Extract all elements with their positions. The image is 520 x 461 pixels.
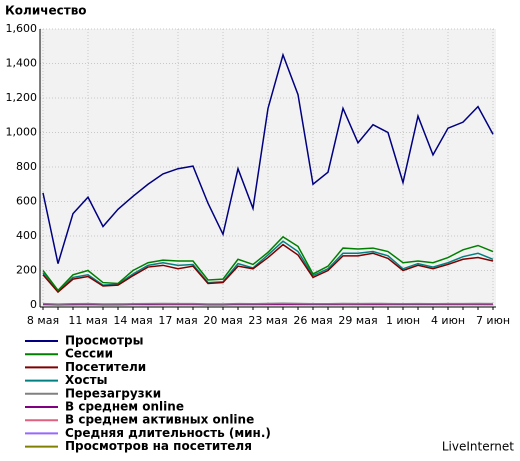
y-tick-label: 1,400 (6, 57, 38, 70)
chart-title: Количество (5, 4, 87, 18)
x-tick-label: 14 мая (113, 314, 152, 327)
y-tick-label: 1,000 (6, 126, 38, 139)
watermark: LiveInternet (442, 440, 514, 454)
legend-label: Сессии (65, 347, 113, 361)
y-tick-label: 800 (16, 160, 37, 173)
legend-label: Просмотры (65, 334, 143, 348)
x-tick-label: 23 мая (248, 314, 287, 327)
x-tick-label: 20 мая (203, 314, 242, 327)
legend-label: Хосты (65, 373, 107, 387)
legend-label: Посетители (65, 360, 146, 374)
y-tick-label: 200 (16, 264, 37, 277)
x-tick-label: 26 мая (293, 314, 332, 327)
y-tick-label: 1,600 (6, 22, 38, 35)
legend-label: В среднем online (65, 400, 184, 414)
y-tick-label: 1,200 (6, 91, 38, 104)
x-tick-label: 7 июн (476, 314, 510, 327)
legend-label: В среднем активных online (65, 413, 254, 427)
y-tick-label: 600 (16, 195, 37, 208)
legend-label: Средняя длительность (мин.) (65, 426, 271, 440)
x-tick-label: 11 мая (68, 314, 107, 327)
legend-label: Просмотров на посетителя (65, 439, 252, 453)
x-tick-label: 8 мая (27, 314, 59, 327)
legend-label: Перезагрузки (65, 386, 161, 400)
series-line (43, 303, 493, 304)
x-tick-label: 1 июн (386, 314, 420, 327)
y-tick-label: 400 (16, 229, 37, 242)
x-tick-label: 17 мая (158, 314, 197, 327)
x-tick-label: 4 июн (431, 314, 465, 327)
y-tick-label: 0 (30, 298, 37, 311)
x-tick-label: 29 мая (338, 314, 377, 327)
